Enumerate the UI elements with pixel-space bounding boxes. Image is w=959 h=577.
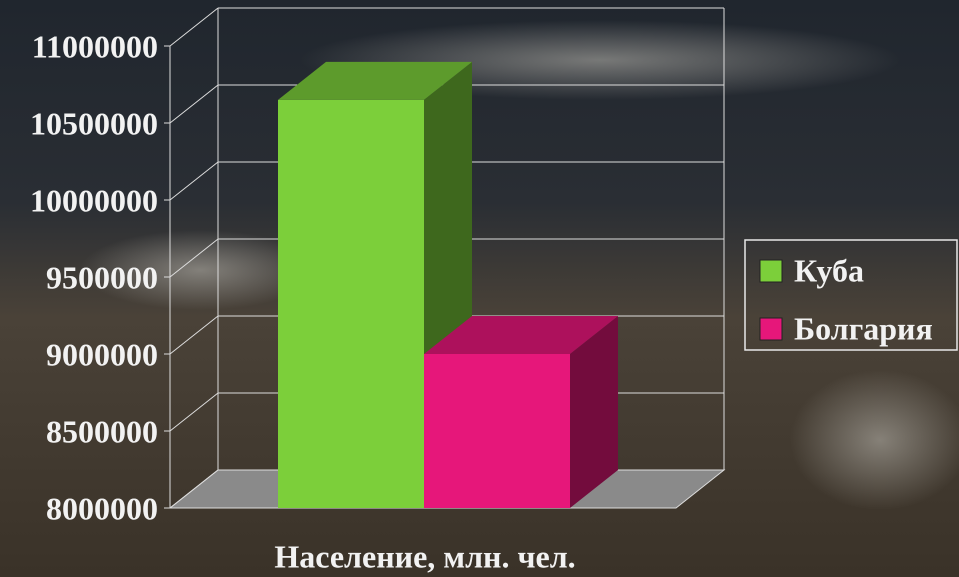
legend-swatch: [759, 317, 783, 341]
grid-line: [169, 469, 219, 509]
y-tick-label: 11000000: [32, 28, 158, 64]
cloud: [790, 370, 959, 510]
y-tick-label: 9000000: [46, 336, 158, 372]
grid-line: [169, 238, 219, 278]
bar-side: [570, 316, 618, 508]
legend-swatch: [759, 259, 783, 283]
grid-line: [169, 7, 219, 47]
legend-box: [744, 239, 958, 351]
legend-label: Болгария: [794, 310, 933, 346]
y-tick-label: 10500000: [30, 105, 158, 141]
cloud: [80, 230, 320, 310]
x-axis-label: Население, млн. чел.: [274, 538, 575, 574]
y-tick-label: 8000000: [46, 490, 158, 526]
y-tick-label: 8500000: [46, 413, 158, 449]
bar: [278, 99, 424, 509]
grid-line: [169, 84, 219, 124]
y-tick-label: 10000000: [30, 182, 158, 218]
bar: [424, 354, 570, 508]
grid-line: [169, 392, 219, 432]
bar-top: [278, 61, 472, 100]
legend-label: Куба: [794, 252, 864, 288]
y-tick-label: 9500000: [46, 259, 158, 295]
bar-top: [424, 316, 618, 354]
grid-line: [169, 315, 219, 355]
grid-line: [169, 161, 219, 201]
